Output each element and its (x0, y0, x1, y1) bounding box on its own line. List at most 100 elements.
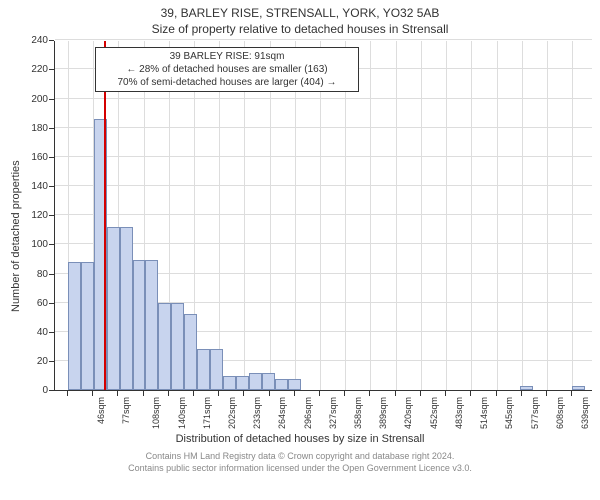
marker-line (104, 41, 106, 390)
x-tick-label: 389sqm (379, 397, 388, 429)
x-tick-mark (344, 391, 345, 396)
histogram-bar (210, 349, 223, 390)
gridline-v (219, 41, 220, 390)
y-tick-label: 120 (31, 211, 48, 221)
x-tick-label: 264sqm (278, 397, 287, 429)
gridline-v (497, 41, 498, 390)
x-tick-mark (168, 391, 169, 396)
x-tick-mark (193, 391, 194, 396)
histogram-bar (288, 379, 301, 391)
histogram-bar (133, 260, 146, 390)
gridline-v (370, 41, 371, 390)
chart-title: 39, BARLEY RISE, STRENSALL, YORK, YO32 5… (8, 6, 592, 22)
gridline-h (55, 127, 592, 128)
x-tick-mark (218, 391, 219, 396)
annotation-box: 39 BARLEY RISE: 91sqm ← 28% of detached … (95, 47, 359, 92)
annotation-line-2: ← 28% of detached houses are smaller (16… (102, 63, 352, 76)
x-tick-mark (294, 391, 295, 396)
histogram-bar (197, 349, 210, 390)
gridline-v (471, 41, 472, 390)
x-tick-mark (369, 391, 370, 396)
gridline-h (55, 214, 592, 215)
gridline-h (55, 39, 592, 40)
x-tick-mark (546, 391, 547, 396)
y-tick-label: 240 (31, 36, 48, 46)
y-tick-label: 140 (31, 182, 48, 192)
y-tick-label: 20 (37, 357, 48, 367)
y-tick-label: 80 (37, 270, 48, 280)
x-tick-label: 639sqm (581, 397, 590, 429)
x-tick-mark (395, 391, 396, 396)
x-tick-mark (319, 391, 320, 396)
histogram-bar (107, 227, 120, 390)
x-axis-label: Distribution of detached houses by size … (8, 433, 592, 445)
gridline-h (55, 185, 592, 186)
gridline-v (572, 41, 573, 390)
histogram-bar (249, 373, 262, 391)
y-tick-label: 200 (31, 95, 48, 105)
gridline-v (320, 41, 321, 390)
y-tick-label: 0 (42, 386, 48, 396)
y-tick-label: 160 (31, 153, 48, 163)
x-tick-label: 202sqm (228, 397, 237, 429)
x-tick-mark (445, 391, 446, 396)
footer-line-1: Contains HM Land Registry data © Crown c… (8, 451, 592, 463)
gridline-v (547, 41, 548, 390)
histogram-bar (223, 376, 236, 391)
annotation-line-1: 39 BARLEY RISE: 91sqm (102, 50, 352, 63)
histogram-bar (120, 227, 133, 390)
gridline-h (55, 98, 592, 99)
histogram-bar (572, 386, 585, 390)
x-tick-label: 233sqm (253, 397, 262, 429)
y-tick-label: 40 (37, 328, 48, 338)
chart-footer: Contains HM Land Registry data © Crown c… (8, 451, 592, 474)
y-tick-label: 180 (31, 124, 48, 134)
x-tick-label: 483sqm (455, 397, 464, 429)
footer-line-2: Contains public sector information licen… (8, 463, 592, 475)
x-tick-mark (521, 391, 522, 396)
x-tick-mark (420, 391, 421, 396)
gridline-h (55, 243, 592, 244)
x-tick-label: 358sqm (354, 397, 363, 429)
y-tick-label: 100 (31, 240, 48, 250)
histogram-bar (158, 303, 171, 391)
gridline-v (446, 41, 447, 390)
histogram-bar (171, 303, 184, 391)
annotation-line-3: 70% of semi-detached houses are larger (… (102, 76, 352, 89)
y-tick-label: 220 (31, 65, 48, 75)
histogram-bar (275, 379, 288, 391)
gridline-v (270, 41, 271, 390)
chart-subtitle: Size of property relative to detached ho… (8, 22, 592, 38)
x-tick-label: 608sqm (556, 397, 565, 429)
x-tick-label: 514sqm (480, 397, 489, 429)
histogram-bar (520, 386, 533, 390)
x-tick-label: 577sqm (531, 397, 540, 429)
x-tick-mark (67, 391, 68, 396)
histogram-bar (184, 314, 197, 390)
x-tick-label: 296sqm (304, 397, 313, 429)
gridline-h (55, 156, 592, 157)
histogram-bar (81, 262, 94, 390)
x-tick-label: 108sqm (152, 397, 161, 429)
gridline-v (421, 41, 422, 390)
x-tick-label: 77sqm (122, 397, 131, 424)
histogram-bar (236, 376, 249, 391)
x-tick-label: 452sqm (430, 397, 439, 429)
x-tick-label: 140sqm (178, 397, 187, 429)
x-tick-mark (269, 391, 270, 396)
x-tick-label: 327sqm (329, 397, 338, 429)
histogram-bar (262, 373, 275, 391)
x-tick-mark (243, 391, 244, 396)
plot-area: 39 BARLEY RISE: 91sqm ← 28% of detached … (54, 41, 592, 391)
x-tick-label: 420sqm (404, 397, 413, 429)
histogram-bar (145, 260, 158, 390)
chart-container: 39, BARLEY RISE, STRENSALL, YORK, YO32 5… (0, 0, 600, 500)
x-tick-label: 46sqm (97, 397, 106, 424)
gridline-v (345, 41, 346, 390)
x-tick-label: 171sqm (203, 397, 212, 429)
y-axis-label: Number of detached properties (8, 41, 24, 431)
gridline-v (295, 41, 296, 390)
x-tick-mark (571, 391, 572, 396)
x-tick-mark (92, 391, 93, 396)
chart-area: Number of detached properties 0204060801… (8, 41, 592, 431)
